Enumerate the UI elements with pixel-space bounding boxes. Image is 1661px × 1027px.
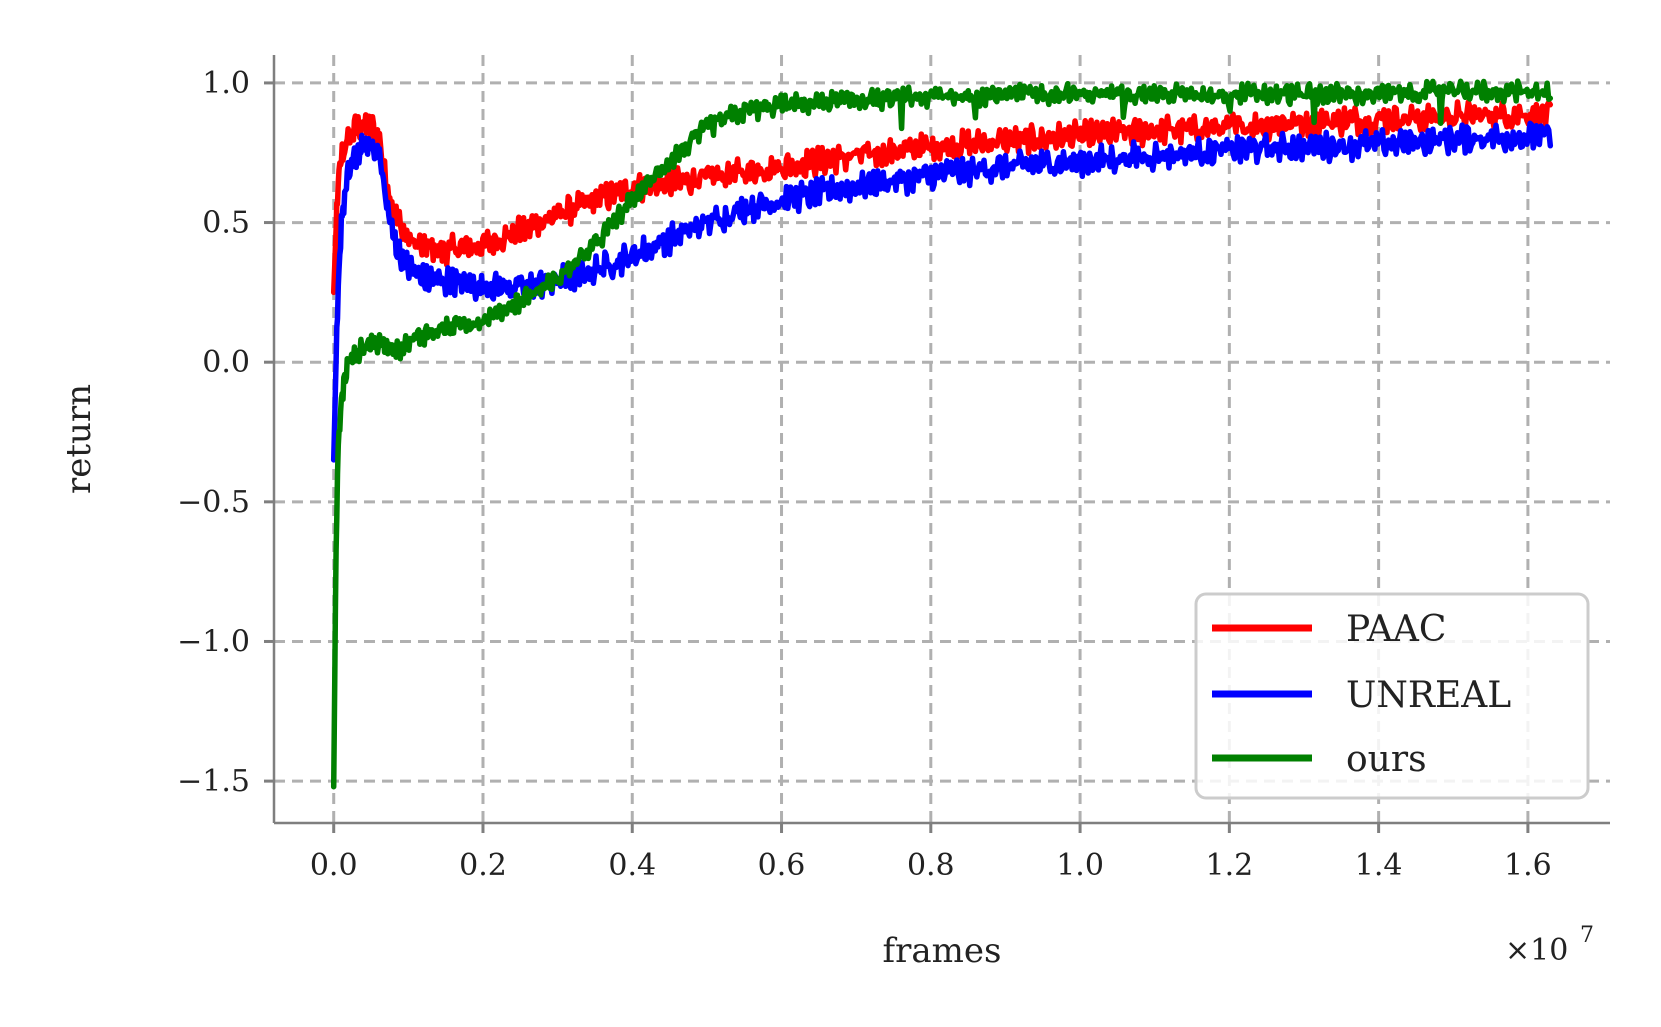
legend: PAAC UNREAL ours xyxy=(1194,592,1590,800)
x-tick-label: 1.4 xyxy=(1355,848,1403,883)
y-tick-label: 1.0 xyxy=(202,66,250,101)
x-multiplier-exponent: 7 xyxy=(1580,923,1594,948)
x-tick-label: 0.6 xyxy=(758,848,806,883)
y-tick-label: 0.5 xyxy=(202,206,250,241)
legend-label-unreal: UNREAL xyxy=(1346,675,1511,716)
ticks xyxy=(264,81,1530,833)
x-multiplier-base: ×10 xyxy=(1505,933,1568,968)
legend-frame xyxy=(1194,592,1590,800)
y-axis-label: return xyxy=(59,384,99,494)
x-tick-label: 0.8 xyxy=(907,848,955,883)
x-tick-label: 1.6 xyxy=(1504,848,1552,883)
x-tick-label: 0.0 xyxy=(310,848,358,883)
y-tick-label: 0.0 xyxy=(202,345,250,380)
legend-label-paac: PAAC xyxy=(1346,609,1446,650)
series-lines xyxy=(330,78,1554,790)
series-line-unreal xyxy=(330,120,1554,463)
tick-labels: 0.0 0.2 0.4 0.6 0.8 1.0 1.2 1.4 1.6 1.0 0.5 0.0 −0.5… xyxy=(177,66,1552,883)
x-tick-label: 1.0 xyxy=(1056,848,1104,883)
x-axis-multiplier: ×10 7 xyxy=(1505,923,1594,968)
y-tick-label: −1.0 xyxy=(177,624,250,659)
y-tick-label: −1.5 xyxy=(177,764,250,799)
grid xyxy=(274,55,1610,823)
axes xyxy=(272,55,1610,825)
series-line-ours xyxy=(330,78,1554,790)
legend-label-ours: ours xyxy=(1346,739,1427,780)
x-tick-label: 0.4 xyxy=(608,848,656,883)
x-tick-label: 1.2 xyxy=(1205,848,1253,883)
x-tick-label: 0.2 xyxy=(459,848,507,883)
x-axis-label: frames xyxy=(883,931,1002,971)
y-tick-label: −0.5 xyxy=(177,485,250,520)
series-line-paac xyxy=(330,99,1554,296)
